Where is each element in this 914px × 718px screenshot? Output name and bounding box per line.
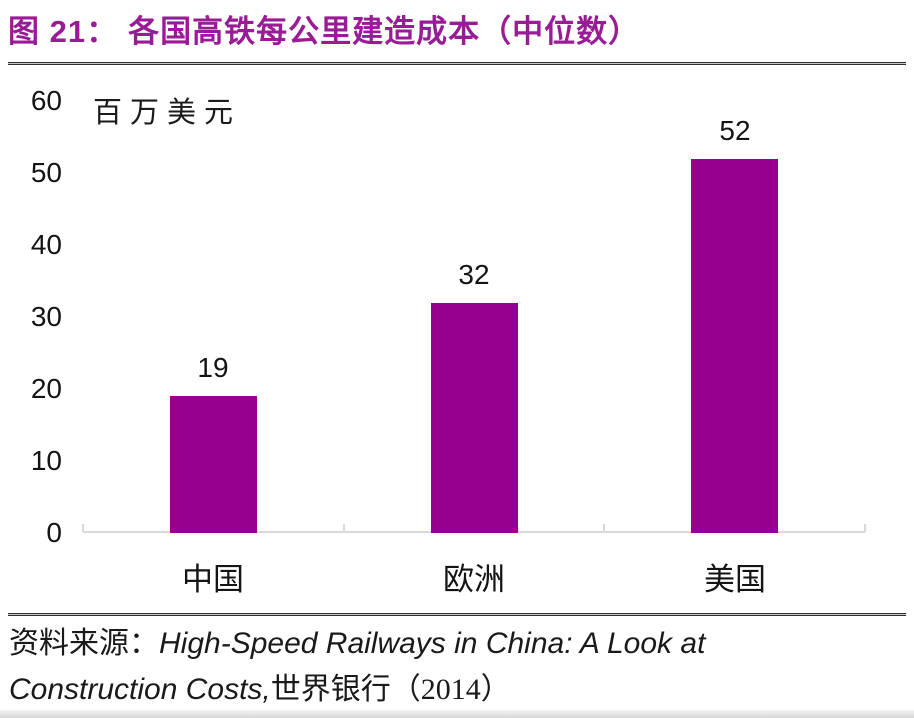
y-tick-label: 20 bbox=[30, 373, 62, 404]
y-tick-label: 0 bbox=[46, 517, 62, 548]
bar bbox=[691, 159, 778, 533]
bar-value-label: 52 bbox=[719, 115, 751, 146]
figure-title-text: 各国高铁每公里建造成本（中位数） bbox=[128, 14, 641, 49]
bar-value-label: 19 bbox=[197, 352, 229, 383]
source-note: 资料来源：High-Speed Railways in China: A Loo… bbox=[9, 621, 705, 713]
category-label: 欧洲 bbox=[443, 562, 505, 597]
category-label: 美国 bbox=[704, 562, 766, 597]
figure-title: 图 21： 各国高铁每公里建造成本（中位数） bbox=[8, 6, 640, 51]
source-line-2: Construction Costs,世界银行（2014） bbox=[9, 667, 705, 713]
y-tick-label: 60 bbox=[30, 85, 62, 116]
bar-value-label: 32 bbox=[458, 259, 490, 290]
axis-tick bbox=[82, 524, 84, 532]
footer-divider bbox=[8, 613, 906, 616]
axis-tick bbox=[603, 524, 605, 532]
window-bottom-edge bbox=[0, 710, 914, 718]
y-tick-label: 30 bbox=[30, 301, 62, 332]
source-label: 资料来源： bbox=[9, 627, 159, 660]
source-title-line2: Construction Costs, bbox=[9, 673, 271, 706]
y-tick-label: 40 bbox=[30, 229, 62, 260]
source-title-line1: High-Speed Railways in China: A Look at bbox=[159, 627, 706, 660]
axis-tick bbox=[343, 524, 345, 532]
figure-number: 图 21： bbox=[8, 14, 119, 49]
y-axis-unit-label: 百万美元 bbox=[93, 97, 242, 129]
bar bbox=[431, 303, 518, 533]
y-tick-label: 10 bbox=[30, 445, 62, 476]
source-publisher: 世界银行（2014） bbox=[270, 673, 511, 706]
y-tick-label: 50 bbox=[30, 157, 62, 188]
axis-tick bbox=[864, 524, 866, 532]
title-divider bbox=[8, 62, 906, 65]
category-label: 中国 bbox=[182, 562, 244, 597]
bar bbox=[170, 396, 257, 533]
source-line-1: 资料来源：High-Speed Railways in China: A Loo… bbox=[9, 621, 705, 667]
